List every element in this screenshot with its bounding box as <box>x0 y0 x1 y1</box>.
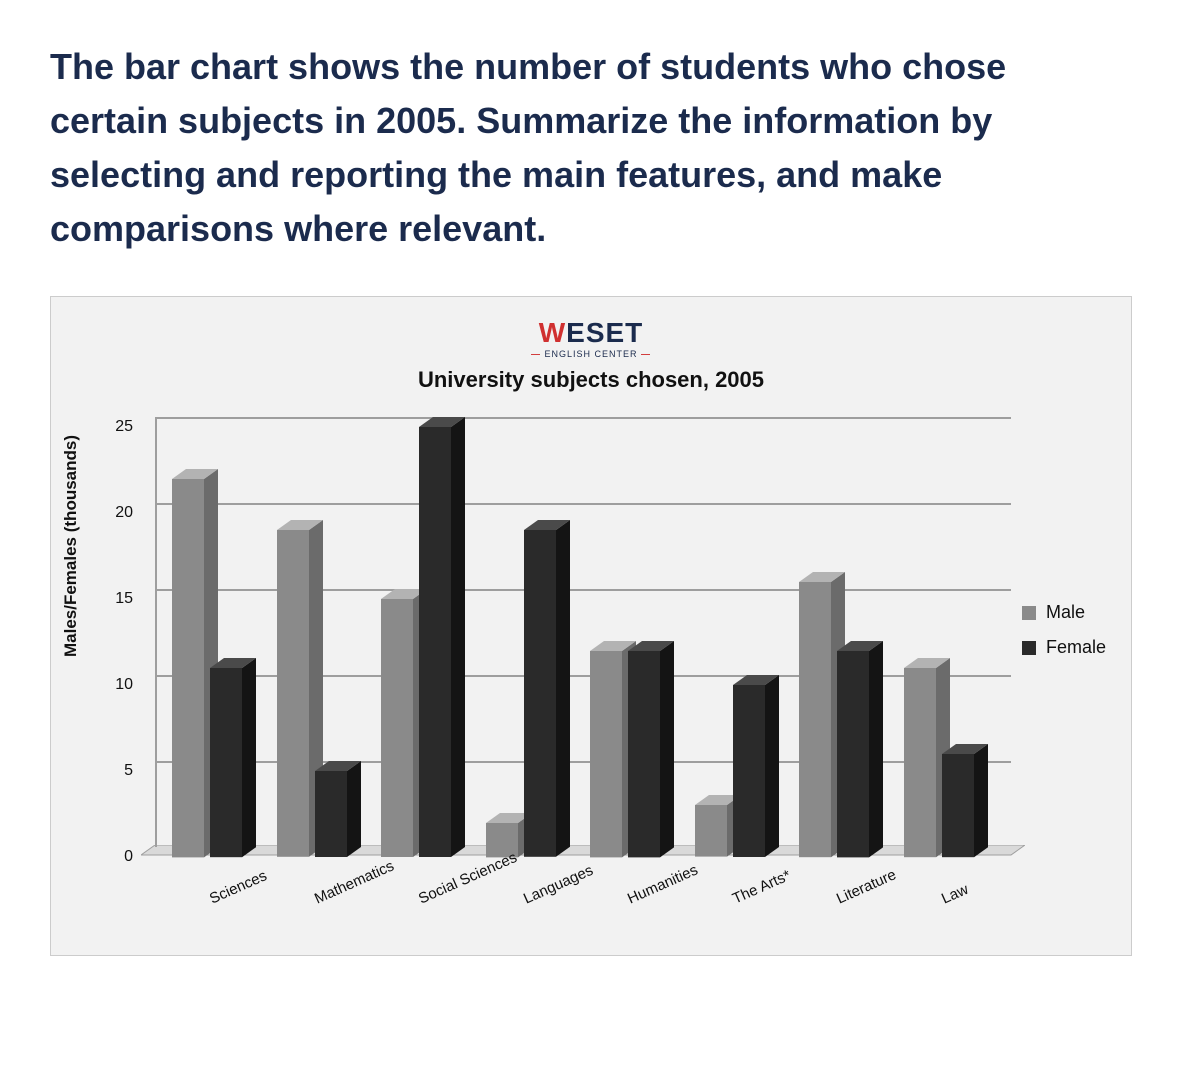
x-tick-label: The Arts* <box>730 867 793 908</box>
brand-sub-text: ENGLISH CENTER <box>544 349 637 359</box>
bar-clusters <box>141 417 1011 857</box>
legend-swatch <box>1022 606 1036 620</box>
brand-sub: — ENGLISH CENTER — <box>51 349 1131 359</box>
legend-item: Male <box>1022 602 1106 623</box>
legend-label: Male <box>1046 602 1085 623</box>
x-axis-labels: SciencesMathematicsSocial SciencesLangua… <box>141 872 1011 952</box>
x-tick-label: Humanities <box>625 861 700 907</box>
y-tick-label: 15 <box>101 591 133 607</box>
brand-dash-l: — <box>531 349 541 359</box>
legend-label: Female <box>1046 637 1106 658</box>
brand-w: W <box>539 317 566 348</box>
female-bar <box>210 658 242 857</box>
chart-title: University subjects chosen, 2005 <box>51 367 1131 393</box>
legend-item: Female <box>1022 637 1106 658</box>
female-bar <box>419 417 451 857</box>
page: The bar chart shows the number of studen… <box>0 0 1182 1066</box>
x-tick-label: Social Sciences <box>416 849 520 908</box>
y-tick-label: 5 <box>101 763 133 779</box>
y-tick-label: 20 <box>101 505 133 521</box>
male-bar <box>799 572 831 857</box>
x-tick-label: Mathematics <box>312 857 397 907</box>
x-tick-label: Sciences <box>207 867 270 907</box>
female-bar <box>942 744 974 857</box>
female-bar <box>628 641 660 857</box>
legend-swatch <box>1022 641 1036 655</box>
y-tick-label: 10 <box>101 677 133 693</box>
male-bar <box>695 795 727 857</box>
x-tick-label: Languages <box>521 862 596 908</box>
y-axis-label: Males/Females (thousands) <box>61 435 81 657</box>
task-heading: The bar chart shows the number of studen… <box>50 40 1132 256</box>
chart-figure: WESET — ENGLISH CENTER — University subj… <box>50 296 1132 956</box>
y-tick-label: 25 <box>101 419 133 435</box>
female-bar <box>315 761 347 857</box>
female-bar <box>733 675 765 857</box>
brand-name: WESET <box>51 317 1131 349</box>
y-tick-label: 0 <box>101 849 133 865</box>
male-bar <box>381 589 413 857</box>
female-bar <box>837 641 869 857</box>
x-tick-label: Law <box>939 881 971 908</box>
female-bar <box>524 520 556 857</box>
plot-area: 0510152025 <box>141 417 1011 857</box>
male-bar <box>172 469 204 857</box>
x-tick-label: Literature <box>834 866 899 907</box>
male-bar <box>904 658 936 857</box>
male-bar <box>590 641 622 857</box>
brand-logo: WESET — ENGLISH CENTER — <box>51 317 1131 359</box>
brand-rest: ESET <box>566 317 643 348</box>
male-bar <box>277 520 309 857</box>
legend: Male Female <box>1022 602 1106 672</box>
brand-dash-r: — <box>641 349 651 359</box>
